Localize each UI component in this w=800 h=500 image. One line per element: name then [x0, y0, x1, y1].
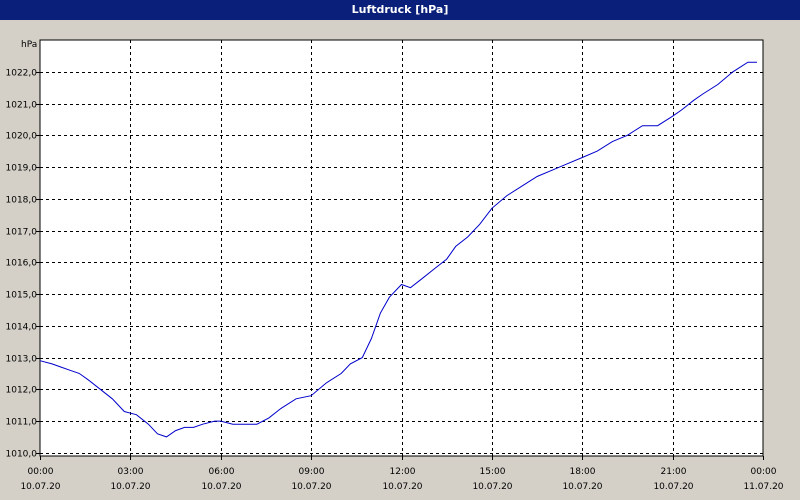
x-tick-label-date: 10.07.20: [201, 482, 241, 492]
y-tick-label: 1019,0: [6, 164, 38, 174]
y-axis: 1010,0 1011,0 1012,0 1013,0 1014,0 1015,0 1016…: [6, 69, 40, 460]
x-tick-label-time: 21:00: [661, 467, 687, 477]
y-tick-label: 1016,0: [6, 259, 38, 269]
x-tick-label-date: 10.07.20: [382, 482, 422, 492]
x-tick-label-time: 00:00: [28, 467, 54, 477]
x-tick-label-date: 10.07.20: [472, 482, 512, 492]
y-tick-label: 1022,0: [6, 69, 38, 79]
x-tick-label-time: 12:00: [390, 467, 416, 477]
x-tick-label-date: 10.07.20: [291, 482, 331, 492]
y-tick-label: 1018,0: [6, 196, 38, 206]
x-tick-label-time: 15:00: [480, 467, 506, 477]
y-tick-label: 1021,0: [6, 101, 38, 111]
series-line: [39, 61, 757, 438]
x-tick-label-time: 09:00: [299, 467, 325, 477]
y-tick-label: 1015,0: [6, 291, 38, 301]
x-tick-label-time: 06:00: [209, 467, 235, 477]
x-tick-label-date: 10.07.20: [20, 482, 60, 492]
x-tick-label-date: 10.07.20: [653, 482, 693, 492]
y-tick-label: 1020,0: [6, 132, 38, 142]
x-tick-label-time: 03:00: [118, 467, 144, 477]
y-tick-label: 1011,0: [6, 418, 38, 428]
y-tick-label: 1010,0: [6, 450, 38, 460]
y-tick-label: 1017,0: [6, 228, 38, 238]
y-tick-label: 1014,0: [6, 323, 38, 333]
y-tick-label: 1013,0: [6, 355, 38, 365]
y-tick-label: 1012,0: [6, 386, 38, 396]
plot-area: [39, 39, 764, 457]
y-axis-label: hPa: [21, 40, 37, 50]
x-tick-label-date: 10.07.20: [110, 482, 150, 492]
x-tick-label-date: 10.07.20: [562, 482, 602, 492]
x-axis: 00:00 10.07.20 03:00 10.07.20 06:00 10.07.20 0…: [20, 456, 784, 492]
grid: [40, 40, 763, 456]
pressure-chart: 1010,0 1011,0 1012,0 1013,0 1014,0 1015,0 1016…: [6, 39, 784, 492]
x-tick-label-date: 11.07.20: [743, 482, 783, 492]
x-tick-label-time: 00:00: [751, 467, 777, 477]
x-tick-label-time: 18:00: [570, 467, 596, 477]
chart-title: Luftdruck [hPa]: [0, 0, 800, 20]
